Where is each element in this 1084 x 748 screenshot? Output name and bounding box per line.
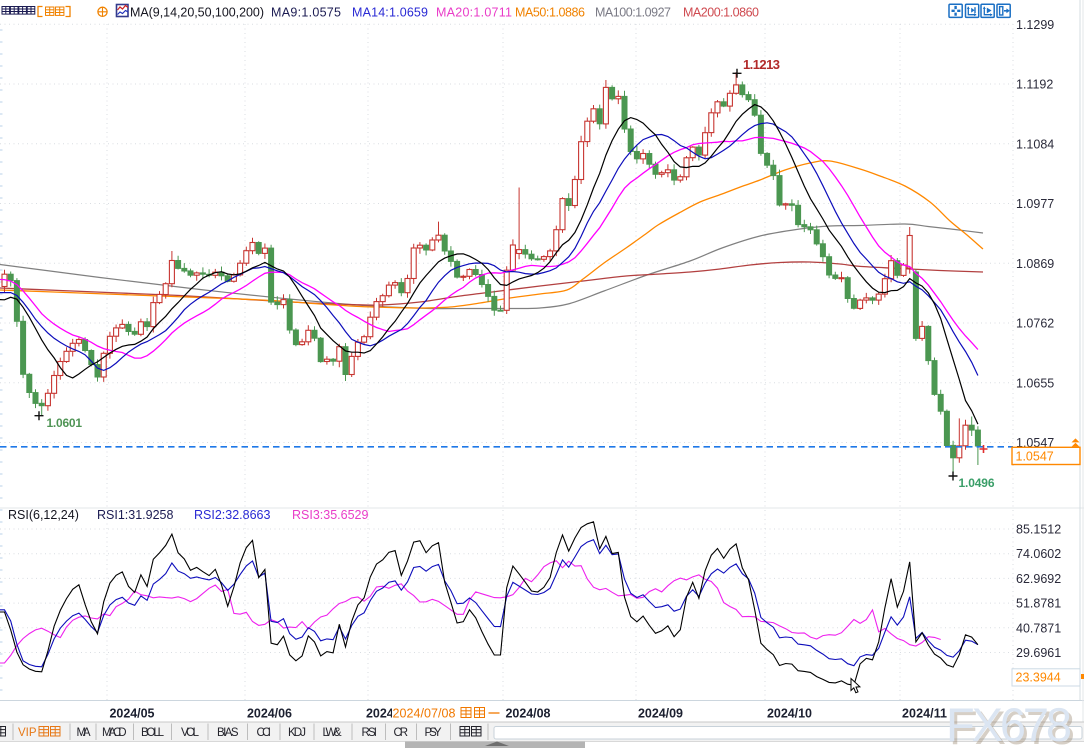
svg-text:MA20:1.0711: MA20:1.0711 bbox=[436, 6, 512, 20]
svg-text:74.0602: 74.0602 bbox=[1016, 547, 1061, 561]
svg-text:62.9692: 62.9692 bbox=[1016, 572, 1061, 586]
svg-text:2024/11: 2024/11 bbox=[902, 707, 947, 721]
svg-text:2024/07/08: 2024/07/08 bbox=[393, 707, 456, 721]
svg-text:LW&: LW& bbox=[323, 727, 342, 739]
svg-text:2024/08: 2024/08 bbox=[506, 707, 551, 721]
svg-text:2024/06: 2024/06 bbox=[247, 707, 292, 721]
svg-text:23.3944: 23.3944 bbox=[1016, 671, 1061, 685]
svg-text:FX678: FX678 bbox=[946, 698, 1072, 748]
svg-text:MA: MA bbox=[77, 727, 91, 739]
svg-text:BOLL: BOLL bbox=[141, 727, 165, 739]
svg-text:1.0547: 1.0547 bbox=[1016, 450, 1054, 464]
svg-text:1.0762: 1.0762 bbox=[1016, 317, 1054, 331]
svg-text:1.1213: 1.1213 bbox=[743, 57, 780, 72]
svg-text:2024/05: 2024/05 bbox=[110, 707, 155, 721]
svg-text:1.1084: 1.1084 bbox=[1016, 137, 1054, 151]
svg-text:1.0547: 1.0547 bbox=[1016, 436, 1054, 450]
svg-text:MA9:1.0575: MA9:1.0575 bbox=[271, 6, 341, 20]
svg-text:RSI1:31.9258: RSI1:31.9258 bbox=[97, 508, 173, 522]
svg-text:RSI2:32.8663: RSI2:32.8663 bbox=[194, 508, 270, 522]
svg-text:PSY: PSY bbox=[425, 727, 442, 739]
svg-text:VIP: VIP bbox=[18, 727, 37, 739]
svg-text:VOL: VOL bbox=[181, 727, 200, 739]
svg-text:51.8781: 51.8781 bbox=[1016, 597, 1061, 611]
svg-text:2024/09: 2024/09 bbox=[638, 707, 683, 721]
svg-text:40.7871: 40.7871 bbox=[1016, 621, 1061, 635]
svg-text:CR: CR bbox=[394, 727, 409, 739]
svg-text:RSI(6,12,24): RSI(6,12,24) bbox=[8, 508, 79, 522]
svg-text:29.6961: 29.6961 bbox=[1016, 646, 1061, 660]
svg-text:1.0655: 1.0655 bbox=[1016, 376, 1054, 390]
svg-text:85.1512: 85.1512 bbox=[1016, 523, 1061, 537]
svg-text:MACD: MACD bbox=[102, 727, 127, 739]
svg-text:1.0977: 1.0977 bbox=[1016, 197, 1054, 211]
svg-text:BIAS: BIAS bbox=[217, 727, 239, 739]
svg-text:FX678: FX678 bbox=[949, 701, 1075, 748]
svg-text:1.1299: 1.1299 bbox=[1016, 18, 1054, 32]
svg-text:1.0496: 1.0496 bbox=[959, 476, 995, 490]
svg-text:KDJ: KDJ bbox=[288, 727, 306, 739]
svg-text:MA14:1.0659: MA14:1.0659 bbox=[352, 6, 428, 20]
svg-text:1.0601: 1.0601 bbox=[47, 416, 83, 430]
svg-text:MA50:1.0886: MA50:1.0886 bbox=[515, 6, 585, 20]
svg-text:MA(9,14,20,50,100,200): MA(9,14,20,50,100,200) bbox=[130, 6, 264, 20]
svg-text:CCI: CCI bbox=[257, 727, 272, 739]
svg-text:RSI3:35.6529: RSI3:35.6529 bbox=[292, 508, 368, 522]
svg-text:MA200:1.0860: MA200:1.0860 bbox=[683, 6, 759, 20]
svg-text:MA100:1.0927: MA100:1.0927 bbox=[595, 6, 671, 20]
svg-text:2024/10: 2024/10 bbox=[767, 707, 812, 721]
svg-text:1.0869: 1.0869 bbox=[1016, 257, 1054, 271]
svg-text:1.1192: 1.1192 bbox=[1016, 78, 1053, 92]
svg-text:RSI: RSI bbox=[362, 727, 378, 739]
